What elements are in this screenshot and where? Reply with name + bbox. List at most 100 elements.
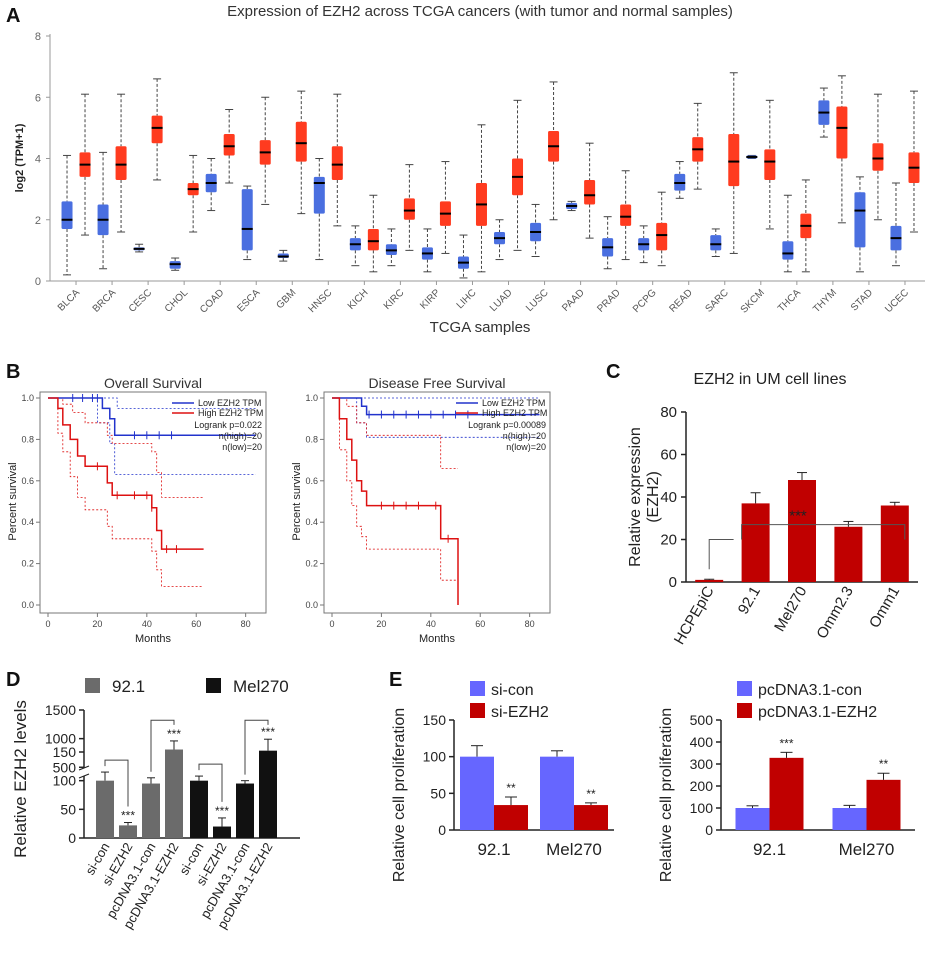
axis-break-mark [78,773,90,779]
sig-bracket [708,539,734,570]
chart-c-title: EZH2 in UM cell lines [694,371,847,388]
chart-d-ytick-label: 0 [68,830,76,846]
chart-c-xtick-label: Omm2.3 [813,584,856,642]
chart-a-xtick-label: CESC [127,287,154,314]
box-tumor-thym [836,106,848,159]
chart-e2-xtick-label: 92.1 [753,840,786,859]
legend-low-label: Low EZH2 TPM [482,398,545,408]
legend-label: pcDNA3.1-EZH2 [758,704,877,721]
chart-b2-xtick-label: 0 [329,619,334,629]
chart-overall-survival: Overall Survival 0.0 0.2 0.4 0.6 0.8 1.0 0 20 40 6… [7,375,267,645]
chart-e2-ytick-label: 500 [690,712,714,728]
chart-a-xtick-label: UCEC [883,287,911,315]
chart-a-xtick-label: THYM [811,287,839,315]
chart-a-xtick-label: KIRP [418,287,443,312]
chart-b2-frame [323,391,551,614]
box-normal-hnsc [313,176,325,214]
chart-a-xtick-label: COAD [198,287,226,315]
box-tumor-brca [115,146,127,180]
chart-a-xtick-label: KICH [346,287,371,312]
bar-92-1-0 [96,780,114,838]
significance-marker: *** [121,809,135,823]
chart-e2-xtick-label: Mel270 [839,840,895,859]
box-normal-esca [241,189,253,251]
chart-b2-ytick-label: 1.0 [305,393,318,403]
box-tumor-coad [223,134,235,156]
chart-c-ytick-label: 60 [660,447,677,464]
box-normal-stad [854,192,866,248]
chart-b2-ytick-label: 0.6 [305,476,318,486]
chart-b1-ytick-label: 0.2 [21,559,34,569]
legend-label-mel270: Mel270 [233,677,289,696]
bar-si-con-1 [540,756,574,830]
chart-a-ytick-label: 6 [35,92,41,104]
chart-a-xtick-label: SARC [703,287,730,314]
panel-letter-c: C [606,361,620,383]
box-tumor-stad [872,143,884,171]
legend-swatch-mel270 [206,678,221,693]
chart-c-xtick-label: Mel270 [771,584,810,635]
bar-mel270-1 [213,826,231,838]
chart-e2-ytick-label: 200 [690,778,714,794]
chart-e1-ytick-label: 100 [423,749,447,765]
chart-a-xtick-label: GBM [275,287,299,311]
box-tumor-paad [584,179,596,205]
chart-a-xtick-label: THCA [776,287,803,314]
bar-omm1 [880,505,909,582]
chart-b1-title: Overall Survival [104,375,202,391]
box-tumor-pcpg [656,222,668,251]
chart-a-xtick-label: SKCM [739,287,767,315]
bar-92-1-3 [165,749,183,838]
survival-low-curve [48,397,256,437]
significance-marker: ** [879,757,889,771]
box-tumor-gbm [295,121,307,162]
chart-b1-xtick-label: 20 [92,619,102,629]
bar-92-1-1 [119,825,137,838]
legend-swatch [470,703,485,718]
chart-a-xtick-label: ESCA [235,287,262,314]
chart-c-ylabel-unit: (EZH2) [645,471,662,523]
box-normal-sarc [710,235,722,251]
chart-expression-boxplot: Expression of EZH2 across TCGA cancers (… [14,3,925,336]
bar-mel270-3 [259,750,277,838]
chart-e1-xtick-label: 92.1 [477,840,510,859]
chart-d-ytick-label: 50 [60,801,76,817]
chart-e1-ylabel: Relative cell proliferation [391,708,408,882]
significance-marker: *** [779,736,793,750]
chart-e1-ytick-label: 150 [423,712,447,728]
stat-line: n(low)=20 [222,442,262,452]
chart-e1-ytick-label: 50 [430,785,446,801]
survival-high-ci-lower [332,397,458,581]
survival-low-curve [332,397,540,416]
chart-b1-xtick-label: 0 [45,619,50,629]
legend-high-label: High EZH2 TPM [482,408,547,418]
sig-bracket [104,759,129,807]
chart-b1-ytick-label: 0.6 [21,476,34,486]
survival-high-ci-upper [332,397,458,469]
chart-b2-ytick-label: 0.2 [305,559,318,569]
chart-a-xtick-label: PCPG [631,287,659,315]
chart-a-xtick-label: HNSC [307,287,335,315]
panel-letter-a: A [6,5,20,27]
survival-low-ci-upper [48,397,256,409]
legend-label-92-1: 92.1 [112,677,145,696]
survival-high-curve [332,397,459,605]
chart-a-ytick-label: 8 [35,31,41,43]
chart-b1-ytick-label: 0.0 [21,600,34,610]
panel-letter-b: B [6,361,20,383]
stat-line: n(low)=20 [506,442,546,452]
sig-bracket [244,719,269,775]
bar-pcdna3.1-ezh2-0 [769,757,804,830]
chart-a-xtick-label: BLCA [56,287,82,313]
box-tumor-kirc [403,198,415,220]
chart-b1-xlabel: Months [135,633,172,645]
chart-c-xtick-label: Omm1 [866,584,903,631]
chart-b2-ytick-label: 0.8 [305,434,318,444]
chart-a-ytick-label: 0 [35,276,41,288]
bar-pcdna3.1-ezh2-1 [866,779,901,830]
bar-si-con-0 [460,756,494,830]
bar-mel270-2 [236,783,254,838]
chart-a-xtick-label: CHOL [163,287,191,315]
chart-c-ytick-label: 0 [669,574,677,591]
